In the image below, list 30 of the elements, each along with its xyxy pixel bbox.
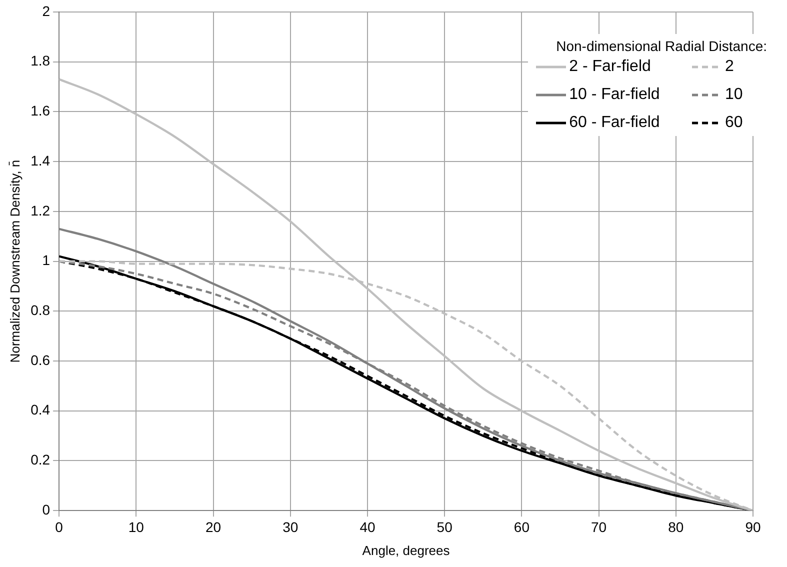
x-tick-label: 40 — [360, 518, 376, 535]
x-tick-label: 70 — [591, 518, 607, 535]
legend-label: 2 - Far-field — [569, 58, 651, 76]
x-tick-label: 80 — [668, 518, 684, 535]
y-tick-label: 0.8 — [30, 302, 50, 318]
x-tick-label: 60 — [514, 518, 530, 535]
y-tick-label: 0.6 — [30, 352, 50, 368]
y-tick-label: 2 — [42, 2, 50, 19]
y-tick-label: 1 — [42, 252, 50, 268]
x-tick-label: 10 — [128, 518, 144, 535]
legend-label: 10 - Far-field — [569, 86, 660, 104]
y-tick-label: 1.4 — [30, 152, 50, 168]
y-axis-title: Normalized Downstream Density, n̄ — [7, 160, 22, 363]
x-tick-label: 50 — [436, 518, 453, 535]
legend-label: 60 - Far-field — [569, 114, 660, 132]
x-tick-label: 0 — [55, 518, 64, 535]
y-tick-label: 1.8 — [30, 52, 50, 69]
legend-title: Non-dimensional Radial Distance: — [555, 38, 767, 54]
y-tick-label: 0 — [42, 501, 50, 518]
y-tick-label: 1.2 — [30, 202, 50, 218]
legend-label: 60 — [725, 114, 743, 132]
y-tick-label: 1.6 — [30, 102, 50, 119]
x-tick-label: 90 — [745, 518, 761, 535]
y-tick-label: 0.4 — [30, 402, 50, 418]
legend-label: 2 — [725, 58, 734, 76]
x-tick-label: 20 — [205, 518, 222, 535]
x-axis-title: Angle, degrees — [362, 542, 450, 558]
legend-label: 10 — [725, 86, 743, 104]
x-tick-label: 30 — [282, 518, 298, 535]
y-tick-label: 0.2 — [30, 452, 50, 468]
